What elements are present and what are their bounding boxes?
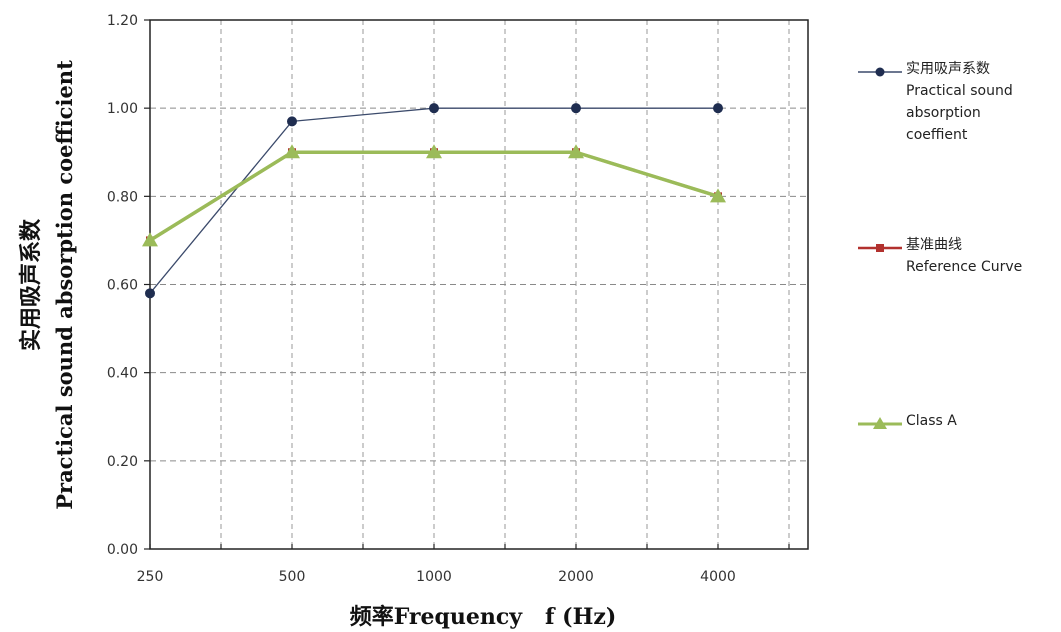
y-tick-label: 0.60 xyxy=(107,278,138,294)
legend-square-icon xyxy=(858,244,902,252)
y-axis-title: 实用吸声系数 Practical sound absorption coeffi… xyxy=(18,60,77,510)
legend-line: coeffient xyxy=(906,127,968,143)
data-point-circle xyxy=(145,288,155,299)
data-point-circle xyxy=(287,116,297,127)
plot-area xyxy=(149,19,809,550)
y-tick-label: 0.20 xyxy=(107,454,138,470)
data-point-circle xyxy=(713,103,723,114)
x-tick-label: 1000 xyxy=(416,569,452,585)
legend-line: 基准曲线 xyxy=(906,237,962,253)
y-axis-title-en: Practical sound absorption coefficient xyxy=(52,60,77,510)
x-tick-label: 4000 xyxy=(700,569,736,585)
data-point-triangle xyxy=(426,144,442,159)
series-0 xyxy=(145,103,723,299)
legend-circle-icon xyxy=(858,67,902,77)
legend-line: absorption xyxy=(906,105,981,121)
y-tick-label: 0.80 xyxy=(107,189,138,205)
legend-triangle-icon xyxy=(858,417,902,429)
data-point-triangle xyxy=(142,232,158,247)
x-tick-label: 250 xyxy=(137,569,164,585)
grid xyxy=(150,20,808,549)
x-axis-ticks: 250 500 1000 2000 4000 xyxy=(137,544,790,585)
y-tick-label: 0.40 xyxy=(107,366,138,382)
legend-label: Class A xyxy=(906,410,957,432)
legend-line: Reference Curve xyxy=(906,259,1023,275)
x-tick-label: 500 xyxy=(279,569,306,585)
legend-label: 实用吸声系数 Practical sound absorption coeffi… xyxy=(906,58,1013,146)
series-2 xyxy=(142,144,726,247)
legend-line: Class A xyxy=(906,413,957,429)
series-group xyxy=(142,103,726,299)
data-point-circle xyxy=(429,103,439,114)
legend-line: Practical sound xyxy=(906,83,1013,99)
y-tick-label: 1.00 xyxy=(107,101,138,117)
legend-label: 基准曲线 Reference Curve xyxy=(906,234,1022,278)
data-point-circle xyxy=(571,103,581,114)
x-tick-label: 2000 xyxy=(558,569,594,585)
legend-line: 实用吸声系数 xyxy=(906,61,990,77)
y-axis-ticks: 0.00 0.20 0.40 0.60 0.80 1.00 1.20 xyxy=(107,13,150,558)
x-axis-title: 频率Frequency f (Hz) xyxy=(350,604,617,630)
y-axis-title-cn: 实用吸声系数 xyxy=(18,218,44,351)
data-point-triangle xyxy=(568,144,584,159)
data-point-triangle xyxy=(710,188,726,203)
data-point-triangle xyxy=(284,144,300,159)
y-tick-label: 0.00 xyxy=(107,542,138,558)
y-tick-label: 1.20 xyxy=(107,13,138,29)
